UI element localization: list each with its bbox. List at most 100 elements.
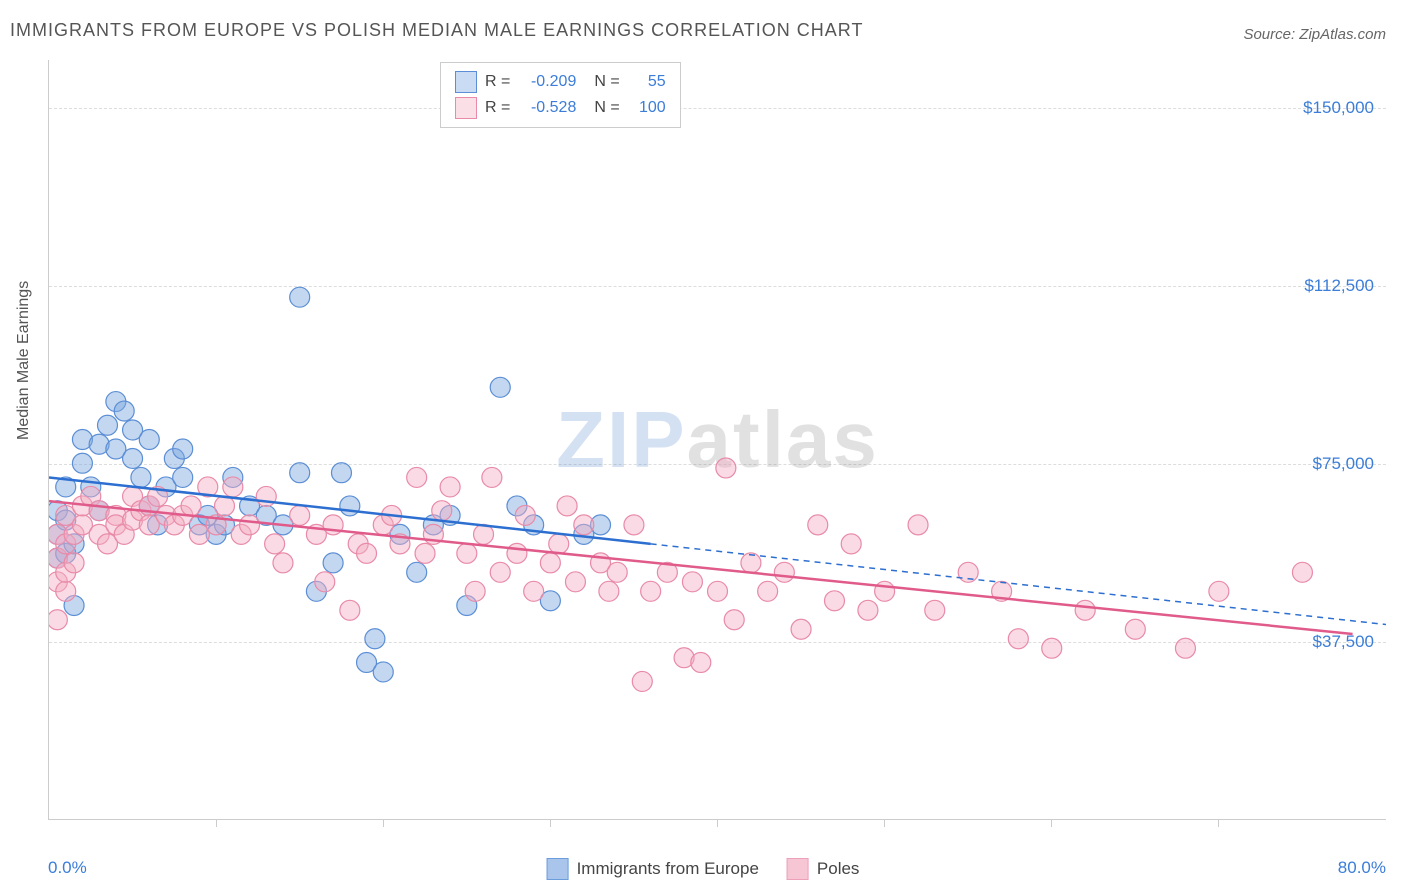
- data-point: [331, 463, 351, 483]
- data-point: [214, 496, 234, 516]
- data-point: [908, 515, 928, 535]
- data-point: [741, 553, 761, 573]
- data-point: [290, 287, 310, 307]
- data-point: [123, 448, 143, 468]
- data-point: [49, 610, 67, 630]
- x-tick: [717, 819, 718, 827]
- data-point: [1292, 562, 1312, 582]
- data-point: [290, 463, 310, 483]
- data-point: [1175, 638, 1195, 658]
- data-point: [632, 671, 652, 691]
- n-label: N =: [594, 73, 619, 91]
- y-axis-title: Median Male Earnings: [15, 281, 33, 440]
- data-point: [557, 496, 577, 516]
- data-point: [457, 543, 477, 563]
- chart-title: IMMIGRANTS FROM EUROPE VS POLISH MEDIAN …: [10, 20, 863, 41]
- x-tick: [1051, 819, 1052, 827]
- data-point: [440, 477, 460, 497]
- data-point: [114, 401, 134, 421]
- data-point: [357, 543, 377, 563]
- data-point: [1209, 581, 1229, 601]
- legend-swatch: [455, 71, 477, 93]
- data-point: [64, 553, 84, 573]
- data-point: [1042, 638, 1062, 658]
- data-point: [565, 572, 585, 592]
- data-point: [131, 467, 151, 487]
- data-point: [691, 652, 711, 672]
- x-tick: [1218, 819, 1219, 827]
- correlation-row: R =-0.528N =100: [455, 95, 666, 121]
- x-tick: [550, 819, 551, 827]
- data-point: [774, 562, 794, 582]
- data-point: [574, 515, 594, 535]
- data-point: [490, 562, 510, 582]
- data-point: [373, 662, 393, 682]
- x-tick: [216, 819, 217, 827]
- data-point: [323, 553, 343, 573]
- data-point: [173, 439, 193, 459]
- legend-label: Poles: [817, 859, 860, 879]
- data-point: [98, 415, 118, 435]
- data-point: [1075, 600, 1095, 620]
- legend-item: Poles: [787, 858, 860, 880]
- data-point: [724, 610, 744, 630]
- data-point: [507, 543, 527, 563]
- data-point: [139, 430, 159, 450]
- series-legend: Immigrants from Europe Poles: [547, 858, 860, 880]
- data-point: [56, 581, 76, 601]
- data-point: [490, 377, 510, 397]
- correlation-legend: R =-0.209N =55R =-0.528N =100: [440, 62, 681, 128]
- correlation-row: R =-0.209N =55: [455, 69, 666, 95]
- data-point: [858, 600, 878, 620]
- trend-line: [49, 501, 1353, 634]
- data-point: [824, 591, 844, 611]
- data-point: [315, 572, 335, 592]
- x-axis-max-label: 80.0%: [1338, 858, 1386, 878]
- data-point: [482, 467, 502, 487]
- data-point: [607, 562, 627, 582]
- data-point: [841, 534, 861, 554]
- data-point: [240, 515, 260, 535]
- data-point: [415, 543, 435, 563]
- source-attribution: Source: ZipAtlas.com: [1243, 26, 1386, 43]
- data-point: [515, 505, 535, 525]
- data-point: [808, 515, 828, 535]
- scatter-svg: [49, 60, 1386, 819]
- data-point: [1125, 619, 1145, 639]
- r-label: R =: [485, 99, 510, 117]
- data-point: [223, 477, 243, 497]
- r-value: -0.528: [518, 99, 576, 117]
- data-point: [340, 600, 360, 620]
- n-value: 55: [628, 73, 666, 91]
- data-point: [791, 619, 811, 639]
- legend-swatch: [547, 858, 569, 880]
- data-point: [599, 581, 619, 601]
- data-point: [549, 534, 569, 554]
- legend-label: Immigrants from Europe: [577, 859, 759, 879]
- data-point: [1008, 629, 1028, 649]
- data-point: [716, 458, 736, 478]
- data-point: [290, 505, 310, 525]
- data-point: [540, 553, 560, 573]
- data-point: [173, 467, 193, 487]
- x-tick: [383, 819, 384, 827]
- data-point: [708, 581, 728, 601]
- plot-area: ZIPatlas $37,500$75,000$112,500$150,000: [48, 60, 1386, 820]
- data-point: [682, 572, 702, 592]
- data-point: [340, 496, 360, 516]
- data-point: [465, 581, 485, 601]
- data-point: [181, 496, 201, 516]
- data-point: [273, 553, 293, 573]
- data-point: [641, 581, 661, 601]
- data-point: [72, 453, 92, 473]
- n-value: 100: [628, 99, 666, 117]
- data-point: [407, 467, 427, 487]
- x-axis-min-label: 0.0%: [48, 858, 87, 878]
- data-point: [365, 629, 385, 649]
- legend-swatch: [787, 858, 809, 880]
- legend-item: Immigrants from Europe: [547, 858, 759, 880]
- data-point: [758, 581, 778, 601]
- data-point: [925, 600, 945, 620]
- legend-swatch: [455, 97, 477, 119]
- x-tick: [884, 819, 885, 827]
